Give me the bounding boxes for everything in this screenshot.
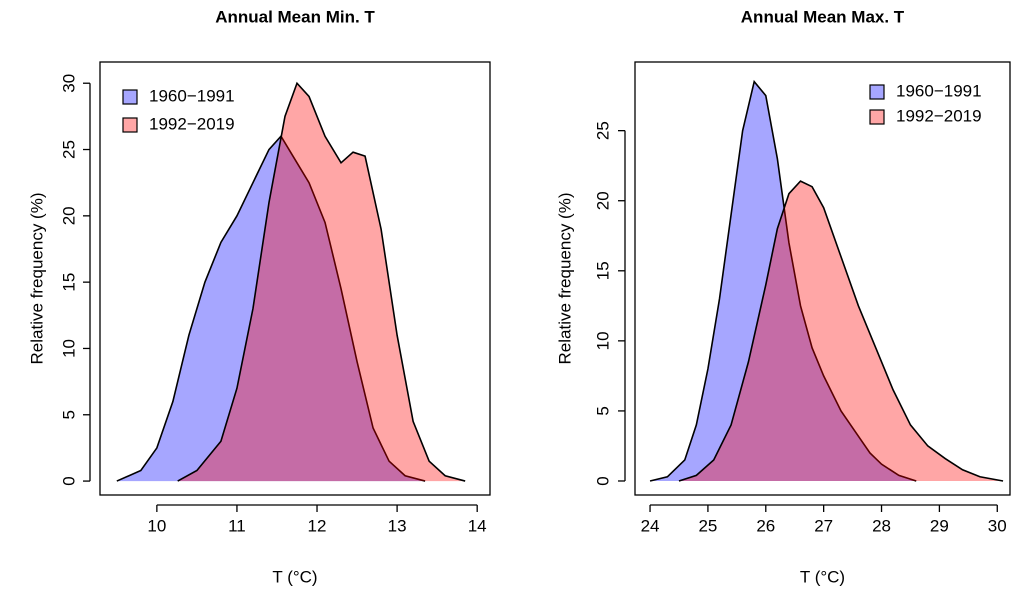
y-tick-label: 0: [593, 476, 612, 485]
y-tick-label: 25: [59, 140, 78, 159]
x-tick-label: 26: [756, 516, 775, 535]
x-tick-label: 29: [930, 516, 949, 535]
density-area: [177, 81, 466, 482]
legend-label: 1992−2019: [896, 106, 982, 125]
density-area: [649, 79, 917, 482]
y-tick-label: 20: [59, 206, 78, 225]
legend-swatch: [869, 109, 885, 125]
x-tick-label: 30: [988, 516, 1007, 535]
x-axis-label: T (°C): [272, 567, 317, 586]
y-tick-label: 10: [593, 331, 612, 350]
x-tick-label: 10: [147, 516, 166, 535]
x-axis-label: T (°C): [800, 567, 845, 586]
y-tick-label: 25: [593, 121, 612, 140]
y-axis-label: Relative frequency (%): [555, 193, 574, 365]
x-tick-label: 25: [698, 516, 717, 535]
chart-title: Annual Mean Min. T: [215, 7, 375, 26]
legend-swatch: [869, 84, 885, 100]
density-area: [678, 180, 1004, 482]
y-tick-label: 5: [593, 406, 612, 415]
chart-title: Annual Mean Max. T: [741, 7, 905, 26]
x-tick-label: 11: [228, 516, 246, 535]
x-tick-label: 28: [872, 516, 891, 535]
legend-swatch: [122, 89, 138, 105]
x-tick-label: 14: [468, 516, 487, 535]
y-tick-label: 0: [59, 476, 78, 485]
plot-box: [634, 61, 1011, 496]
plot-box: [99, 61, 491, 496]
y-tick-label: 30: [59, 74, 78, 93]
legend-label: 1960−1991: [149, 86, 235, 105]
y-tick-label: 20: [593, 191, 612, 210]
legend-label: 1960−1991: [896, 81, 982, 100]
x-tick-label: 24: [641, 516, 660, 535]
y-axis-label: Relative frequency (%): [27, 193, 46, 365]
legend-label: 1992−2019: [149, 114, 235, 133]
y-tick-label: 5: [59, 410, 78, 419]
y-tick-label: 10: [59, 339, 78, 358]
x-tick-label: 13: [388, 516, 407, 535]
y-tick-label: 15: [59, 273, 78, 292]
y-tick-label: 15: [593, 261, 612, 280]
x-tick-label: 12: [308, 516, 327, 535]
x-tick-label: 27: [814, 516, 833, 535]
density-area: [116, 134, 426, 482]
legend-swatch: [122, 117, 138, 133]
